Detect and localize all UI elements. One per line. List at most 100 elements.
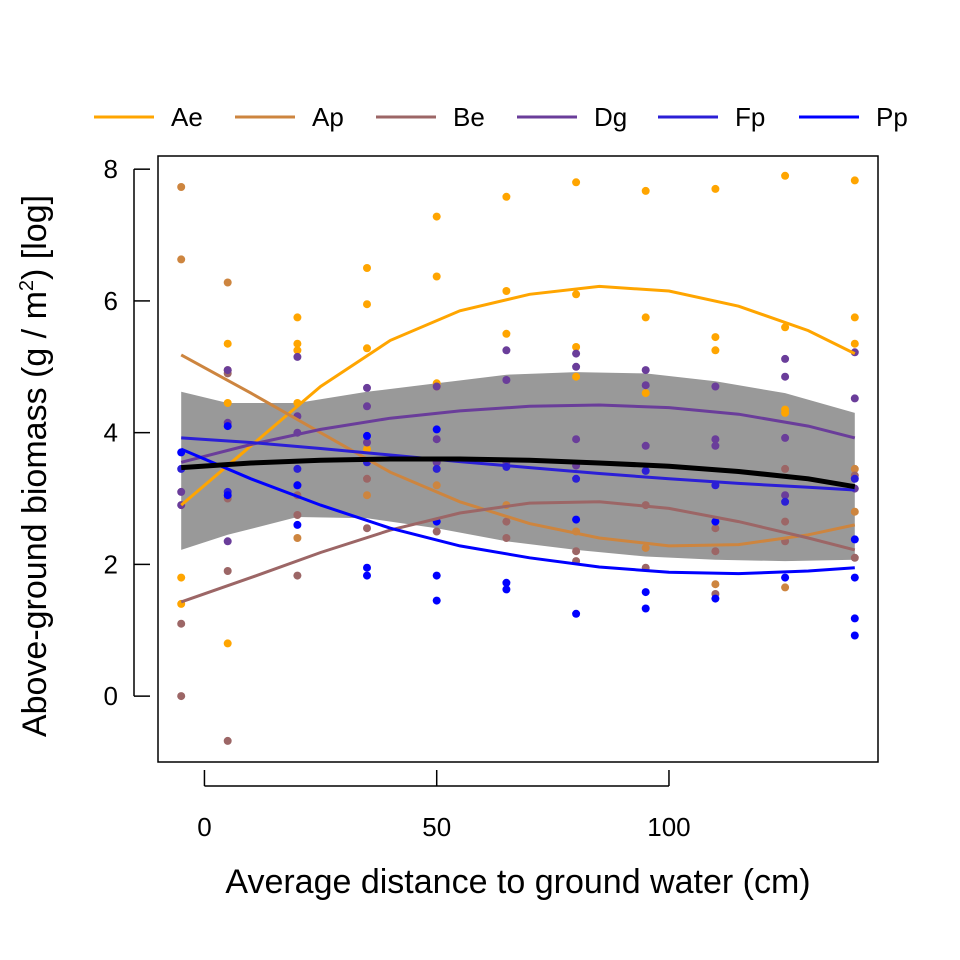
fit-lines-layer — [180, 284, 856, 604]
data-point — [641, 366, 650, 375]
data-point — [177, 619, 186, 628]
data-point — [177, 692, 186, 701]
data-point — [223, 639, 232, 648]
data-point — [502, 287, 511, 295]
data-point — [572, 290, 581, 299]
data-point — [572, 547, 581, 556]
data-point — [781, 497, 790, 506]
data-point — [641, 381, 650, 390]
x-tick-label: 100 — [647, 812, 690, 842]
overall-fit-line — [181, 456, 856, 490]
data-point — [363, 264, 371, 272]
data-points-layer — [177, 171, 859, 745]
data-point — [711, 594, 720, 603]
series-points-ae — [177, 171, 859, 648]
data-point — [781, 573, 790, 582]
data-point — [781, 171, 790, 180]
data-point — [711, 346, 720, 355]
data-point — [781, 491, 790, 500]
fit-line-dg — [180, 403, 856, 464]
data-point — [850, 474, 859, 483]
data-point — [641, 588, 650, 597]
data-point — [572, 435, 581, 444]
x-axis-title: Average distance to ground water (cm) — [225, 863, 810, 901]
legend: Ae Ap Be Dg Fp Pp — [94, 102, 908, 132]
legend-label: Ae — [171, 102, 203, 132]
legend-item-ae: Ae — [94, 102, 203, 132]
fit-line-fp — [181, 436, 855, 492]
data-point — [432, 272, 441, 281]
data-point — [781, 433, 790, 442]
data-point — [641, 604, 650, 613]
data-point — [223, 491, 232, 500]
data-point — [293, 352, 302, 361]
fit-line-ap — [180, 353, 856, 548]
data-point — [293, 346, 302, 355]
data-point — [223, 366, 232, 375]
data-point — [502, 585, 511, 594]
data-point — [572, 515, 581, 524]
data-point — [432, 425, 441, 434]
y-axis-title-prefix: Above-ground biomass — [16, 378, 54, 737]
data-point — [850, 631, 859, 640]
data-point — [850, 553, 859, 562]
plot-frame — [157, 155, 879, 763]
legend-label: Fp — [735, 102, 765, 132]
data-point — [223, 399, 232, 407]
fit-line-pp — [180, 447, 855, 576]
data-point — [711, 524, 720, 533]
legend-label: Dg — [594, 102, 627, 132]
y-axis-title-suffix: [log] — [16, 195, 54, 269]
data-point — [293, 520, 302, 529]
data-point — [293, 571, 302, 580]
x-tick-label: 0 — [197, 812, 211, 842]
data-point — [363, 300, 371, 309]
y-tick-label: 0 — [104, 681, 118, 711]
data-point — [223, 422, 232, 431]
data-point — [177, 487, 186, 496]
data-point — [711, 382, 720, 391]
y-axis-title-paren-open: ( — [16, 366, 54, 378]
data-point — [850, 535, 859, 544]
data-point — [641, 441, 650, 450]
series-points-pp — [177, 422, 859, 640]
data-point — [363, 491, 371, 500]
data-point — [781, 354, 790, 363]
data-point — [293, 339, 302, 348]
data-point — [572, 474, 581, 483]
data-point — [572, 349, 581, 358]
data-point — [850, 339, 859, 348]
x-tick-label: 50 — [422, 812, 451, 842]
series-points-be — [177, 369, 859, 745]
data-point — [711, 580, 720, 589]
data-point — [781, 323, 790, 332]
data-point — [293, 481, 302, 490]
data-point — [781, 372, 790, 381]
data-point — [363, 402, 371, 411]
y-tick-label: 2 — [104, 549, 118, 579]
data-point — [572, 609, 581, 618]
legend-item-be: Be — [376, 102, 485, 132]
data-point — [502, 346, 511, 355]
data-point — [363, 474, 371, 483]
data-point — [502, 534, 511, 542]
legend-item-pp: Pp — [799, 102, 908, 132]
data-point — [293, 464, 302, 473]
data-point — [711, 435, 720, 444]
data-point — [293, 511, 302, 519]
data-point — [572, 178, 581, 187]
data-point — [711, 441, 720, 450]
data-point — [363, 344, 371, 353]
data-point — [850, 507, 859, 516]
data-point — [711, 333, 720, 342]
data-point — [850, 614, 859, 623]
data-point — [781, 517, 790, 526]
y-tick-label: 8 — [104, 154, 118, 184]
data-point — [432, 212, 441, 221]
y-axis-title: Above-ground biomass (g / m2) [log] — [16, 195, 54, 737]
data-point — [432, 571, 441, 580]
data-point — [177, 183, 186, 191]
y-axis-title-unit-base: g / m — [16, 291, 54, 367]
data-point — [223, 567, 232, 575]
legend-item-dg: Dg — [517, 102, 627, 132]
